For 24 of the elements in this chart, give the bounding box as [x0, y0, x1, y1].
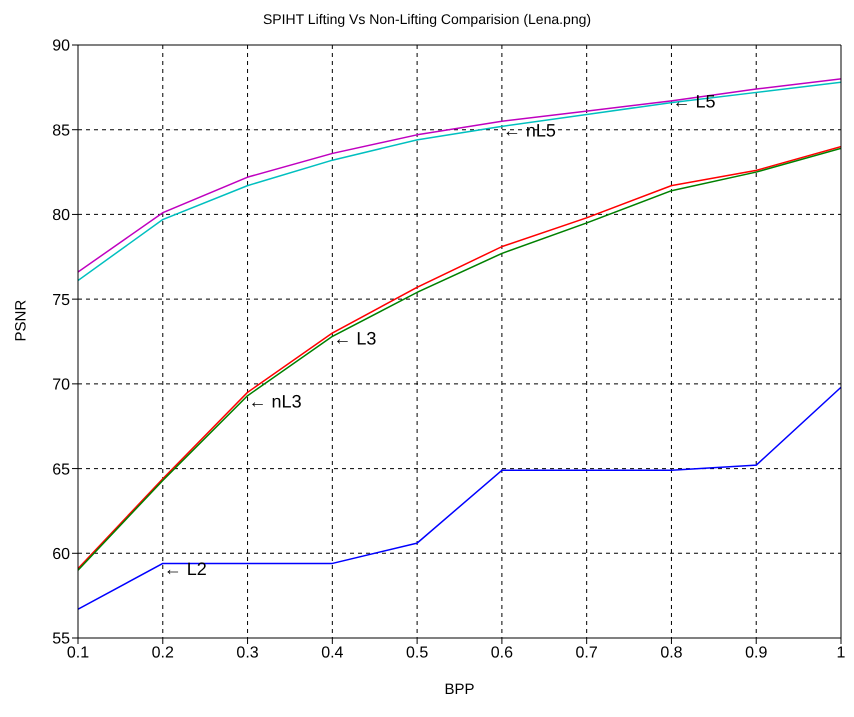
y-tick-label: 75 [52, 292, 70, 309]
x-tick-label: 0.6 [490, 644, 514, 662]
x-tick-label: 0.7 [576, 644, 598, 662]
annotation: ← L3 [333, 328, 376, 349]
x-tick-label: 1 [836, 644, 846, 662]
x-tick-label: 0.8 [660, 644, 683, 662]
chart-title: SPIHT Lifting Vs Non-Lifting Comparision (Lena.png) [262, 10, 592, 29]
y-axis-title: PSNR [12, 300, 30, 342]
y-tick-label: 90 [52, 38, 70, 55]
x-tick-label: 0.4 [321, 644, 344, 662]
x-axis-title: BPP [444, 681, 475, 698]
y-tick-label: 60 [52, 546, 70, 563]
y-tick-label: 85 [52, 122, 70, 140]
x-tick-label: 0.9 [745, 644, 768, 662]
x-tick-label: 0.2 [152, 644, 174, 662]
annotation: ← nL3 [248, 391, 302, 412]
y-tick-label: 65 [52, 461, 70, 478]
x-tick-label: 0.5 [406, 644, 428, 662]
x-tick-label: 0.3 [236, 644, 259, 662]
y-tick-label: 80 [52, 207, 70, 224]
line-series [78, 386, 841, 610]
annotation: ← L2 [164, 559, 207, 580]
y-tick-label: 70 [52, 376, 70, 394]
annotation: ← nL5 [502, 120, 556, 140]
